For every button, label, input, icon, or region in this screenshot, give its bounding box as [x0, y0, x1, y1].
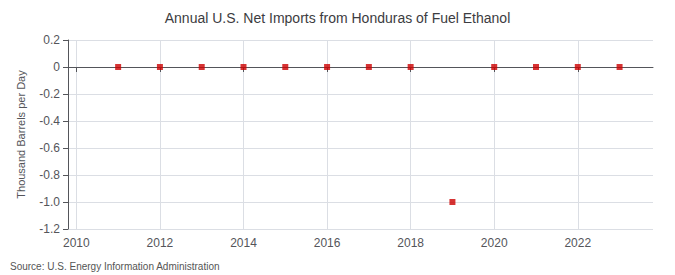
svg-text:-0.4: -0.4 — [39, 114, 60, 128]
svg-text:-0.8: -0.8 — [39, 168, 60, 182]
svg-text:2014: 2014 — [230, 236, 257, 250]
svg-text:Annual U.S. Net Imports from H: Annual U.S. Net Imports from Honduras of… — [165, 10, 511, 26]
svg-text:-0.6: -0.6 — [39, 141, 60, 155]
svg-text:Thousand Barrels per Day: Thousand Barrels per Day — [15, 70, 27, 199]
svg-text:2020: 2020 — [481, 236, 508, 250]
svg-text:2016: 2016 — [314, 236, 341, 250]
svg-text:-1.2: -1.2 — [39, 222, 60, 236]
svg-text:-0.2: -0.2 — [39, 87, 60, 101]
svg-text:2010: 2010 — [63, 236, 90, 250]
svg-text:0.2: 0.2 — [43, 33, 60, 47]
svg-text:0: 0 — [53, 60, 60, 74]
svg-text:Source: U.S. Energy Informatio: Source: U.S. Energy Information Administ… — [10, 261, 220, 272]
svg-text:2012: 2012 — [147, 236, 174, 250]
svg-text:2018: 2018 — [397, 236, 424, 250]
svg-text:2022: 2022 — [564, 236, 591, 250]
svg-text:-1.0: -1.0 — [39, 195, 60, 209]
